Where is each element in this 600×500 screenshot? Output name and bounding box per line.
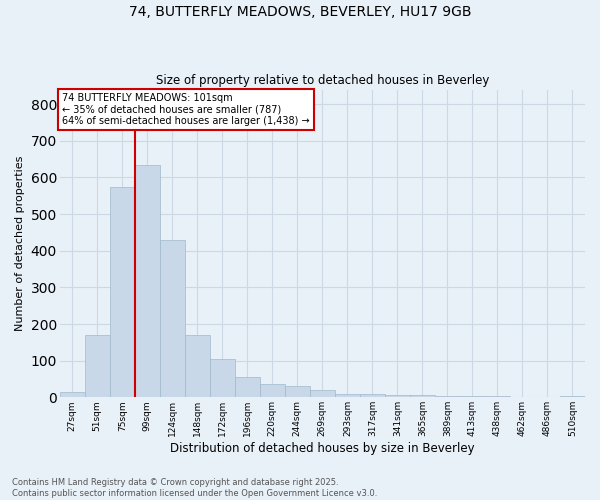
Bar	[235, 377, 260, 398]
Bar	[485, 396, 510, 398]
Text: 74, BUTTERFLY MEADOWS, BEVERLEY, HU17 9GB: 74, BUTTERFLY MEADOWS, BEVERLEY, HU17 9G…	[129, 5, 471, 19]
Bar	[110, 186, 135, 398]
Bar	[510, 396, 535, 398]
Title: Size of property relative to detached houses in Beverley: Size of property relative to detached ho…	[155, 74, 489, 87]
X-axis label: Distribution of detached houses by size in Beverley: Distribution of detached houses by size …	[170, 442, 475, 455]
Bar	[210, 359, 235, 398]
Bar	[360, 394, 385, 398]
Bar	[85, 335, 110, 398]
Text: 74 BUTTERFLY MEADOWS: 101sqm
← 35% of detached houses are smaller (787)
64% of s: 74 BUTTERFLY MEADOWS: 101sqm ← 35% of de…	[62, 92, 310, 126]
Bar	[60, 392, 85, 398]
Bar	[135, 164, 160, 398]
Bar	[160, 240, 185, 398]
Bar	[460, 396, 485, 398]
Bar	[335, 394, 360, 398]
Bar	[435, 396, 460, 398]
Bar	[310, 390, 335, 398]
Text: Contains HM Land Registry data © Crown copyright and database right 2025.
Contai: Contains HM Land Registry data © Crown c…	[12, 478, 377, 498]
Bar	[385, 396, 410, 398]
Bar	[260, 384, 285, 398]
Bar	[185, 335, 210, 398]
Bar	[560, 396, 585, 398]
Bar	[410, 396, 435, 398]
Bar	[285, 386, 310, 398]
Y-axis label: Number of detached properties: Number of detached properties	[15, 156, 25, 331]
